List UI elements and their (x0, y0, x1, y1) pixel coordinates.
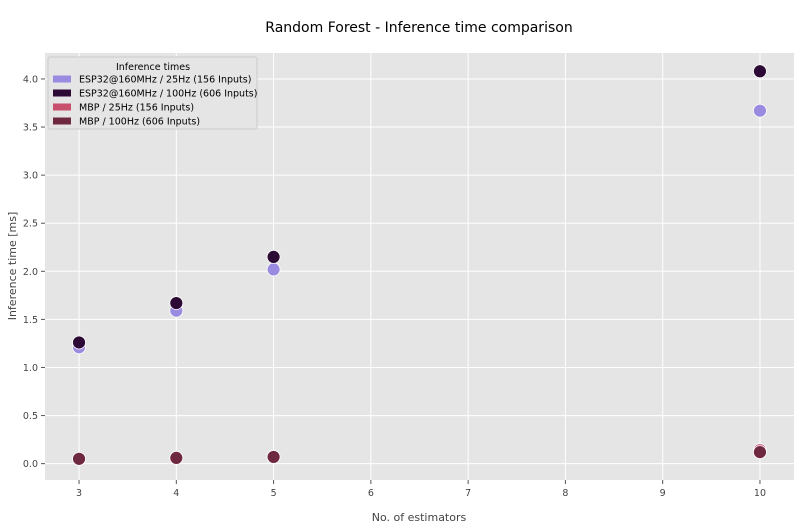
y-tick-label: 2.0 (23, 267, 38, 278)
y-tick-label: 1.0 (23, 363, 38, 374)
legend-swatch (53, 103, 71, 111)
data-point-series-2 (72, 335, 86, 350)
x-tick-label: 7 (465, 488, 471, 499)
x-tick-label: 6 (368, 488, 374, 499)
legend-swatch (53, 75, 71, 83)
legend-entry-label: ESP32@160MHz / 100Hz (606 Inputs) (79, 89, 257, 100)
legend-entry-label: MBP / 25Hz (156 Inputs) (79, 103, 194, 114)
chart-title: Random Forest - Inference time compariso… (265, 20, 572, 36)
data-point-series-2 (266, 249, 281, 264)
x-tick-label: 4 (173, 488, 179, 499)
x-tick-label: 10 (754, 488, 766, 499)
x-axis-label: No. of estimators (372, 511, 467, 524)
y-tick-label: 0.0 (23, 459, 38, 470)
data-point-series-2 (753, 64, 767, 79)
data-point-series-1 (753, 103, 767, 118)
data-point-series-4 (266, 450, 281, 464)
y-tick-label: 4.0 (23, 74, 38, 85)
data-points (72, 64, 767, 466)
legend-entry-label: ESP32@160MHz / 25Hz (156 Inputs) (79, 75, 251, 86)
x-tick-label: 8 (562, 488, 568, 499)
legend-box (47, 56, 258, 130)
x-tick-label: 9 (660, 488, 666, 499)
legend-title: Inference times (116, 62, 190, 73)
y-tick-label: 2.5 (23, 219, 38, 230)
legend: Inference times ESP32@160MHz / 25Hz (156… (47, 56, 258, 130)
y-tick-label: 3.0 (23, 171, 38, 182)
legend-swatch (53, 117, 71, 125)
y-axis-ticks: 0.0 0.5 1.0 1.5 2.0 2.5 3.0 3.5 4.0 (23, 74, 45, 470)
data-point-series-1 (266, 262, 281, 277)
y-axis-label: Inference time [ms] (6, 212, 19, 321)
legend-swatch (53, 89, 71, 97)
data-point-series-2 (169, 296, 184, 310)
y-tick-label: 1.5 (23, 315, 38, 326)
y-tick-label: 3.5 (23, 123, 38, 134)
legend-items: ESP32@160MHz / 25Hz (156 Inputs) ESP32@16… (53, 75, 257, 128)
x-tick-label: 5 (271, 488, 277, 499)
data-point-series-4 (753, 445, 767, 460)
x-tick-label: 3 (76, 488, 82, 499)
data-point-series-4 (72, 451, 86, 466)
data-point-series-4 (169, 450, 184, 465)
grid (45, 53, 794, 480)
legend-entry-label: MBP / 100Hz (606 Inputs) (79, 117, 200, 128)
x-axis-ticks: 3 4 5 6 7 8 9 10 (76, 480, 766, 499)
y-tick-label: 0.5 (23, 411, 38, 422)
